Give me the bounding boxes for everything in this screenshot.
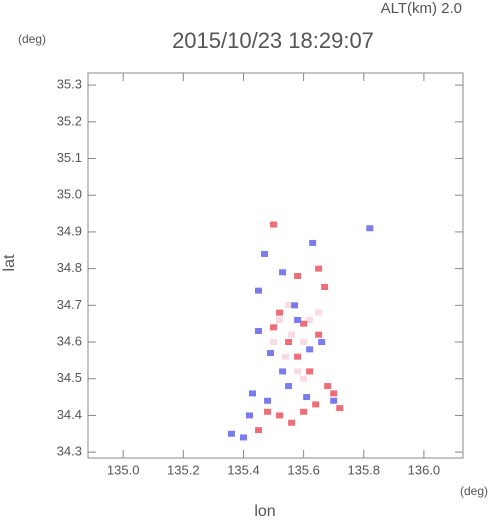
y-tick-label: 34.3	[57, 444, 82, 459]
radar-cell	[270, 324, 278, 331]
radar-cell	[300, 375, 308, 382]
radar-cell	[321, 283, 329, 290]
x-axis-label: lon	[254, 503, 275, 520]
radar-cell	[279, 269, 287, 276]
altitude: ALT(km) 2.0	[381, 0, 462, 17]
radar-cell	[285, 302, 293, 309]
radar-cell	[315, 309, 323, 316]
plot-frame	[87, 72, 464, 459]
radar-cell	[294, 353, 302, 360]
radar-cell	[306, 346, 314, 353]
radar-cell	[261, 250, 269, 257]
y-axis-label: lat	[1, 254, 18, 271]
radar-cell	[315, 265, 323, 272]
radar-cell	[270, 221, 278, 228]
radar-cell	[255, 328, 263, 335]
radar-cell	[294, 368, 302, 375]
radar-cell	[366, 225, 374, 232]
radar-cell	[312, 401, 320, 408]
y-tick-label: 34.5	[57, 370, 82, 385]
x-tick-label: 135.8	[347, 462, 380, 477]
radar-cell	[300, 408, 308, 415]
radar-cell	[276, 412, 284, 419]
y-tick-label: 34.4	[57, 407, 82, 422]
radar-cell	[288, 331, 296, 338]
radar-cell	[288, 419, 296, 426]
x-unit: (deg)	[460, 484, 488, 498]
radar-cell	[239, 434, 247, 441]
y-tick-label: 34.7	[57, 297, 82, 312]
radar-cell	[270, 339, 278, 346]
radar-cell	[264, 397, 272, 404]
y-tick-label: 35.2	[57, 113, 82, 128]
radar-cell	[300, 339, 308, 346]
radar-cell	[264, 408, 272, 415]
radar-cell	[306, 368, 314, 375]
radar-cell	[318, 339, 326, 346]
radar-cell	[306, 317, 314, 324]
radar-cell	[276, 317, 284, 324]
radar-cell	[309, 239, 317, 246]
radar-cell	[303, 394, 311, 401]
radar-cell	[330, 397, 338, 404]
y-tick-label: 35.1	[57, 150, 82, 165]
x-tick-label: 135.0	[107, 462, 140, 477]
radar-cell	[300, 320, 308, 327]
y-tick-label: 34.6	[57, 333, 82, 348]
radar-cell	[291, 302, 299, 309]
y-tick-label: 34.9	[57, 223, 82, 238]
radar-cell	[245, 412, 253, 419]
radar-cell	[279, 368, 287, 375]
x-tick-label: 135.4	[227, 462, 260, 477]
radar-cell	[285, 339, 293, 346]
radar-cell	[324, 383, 332, 390]
y-tick-label: 35.0	[57, 187, 82, 202]
radar-cell	[315, 331, 323, 338]
x-tick-label: 135.2	[167, 462, 200, 477]
radar-cell	[255, 427, 263, 434]
radar-cell	[267, 350, 275, 357]
radar-cell	[282, 353, 290, 360]
y-tick-label: 35.3	[57, 77, 82, 92]
x-tick-label: 135.6	[287, 462, 320, 477]
radar-cell	[255, 287, 263, 294]
radar-cell	[336, 405, 344, 412]
radar-cell	[294, 317, 302, 324]
chart-title: 2015/10/23 18:29:07	[172, 28, 374, 53]
radar-cell	[248, 390, 256, 397]
radar-cell	[285, 383, 293, 390]
y-tick-label: 34.8	[57, 260, 82, 275]
radar-cell	[330, 390, 338, 397]
x-tick-label: 136.0	[408, 462, 441, 477]
radar-cell	[227, 430, 235, 437]
y-unit: (deg)	[18, 32, 46, 46]
radar-cell	[294, 272, 302, 279]
radar-cell	[276, 309, 284, 316]
